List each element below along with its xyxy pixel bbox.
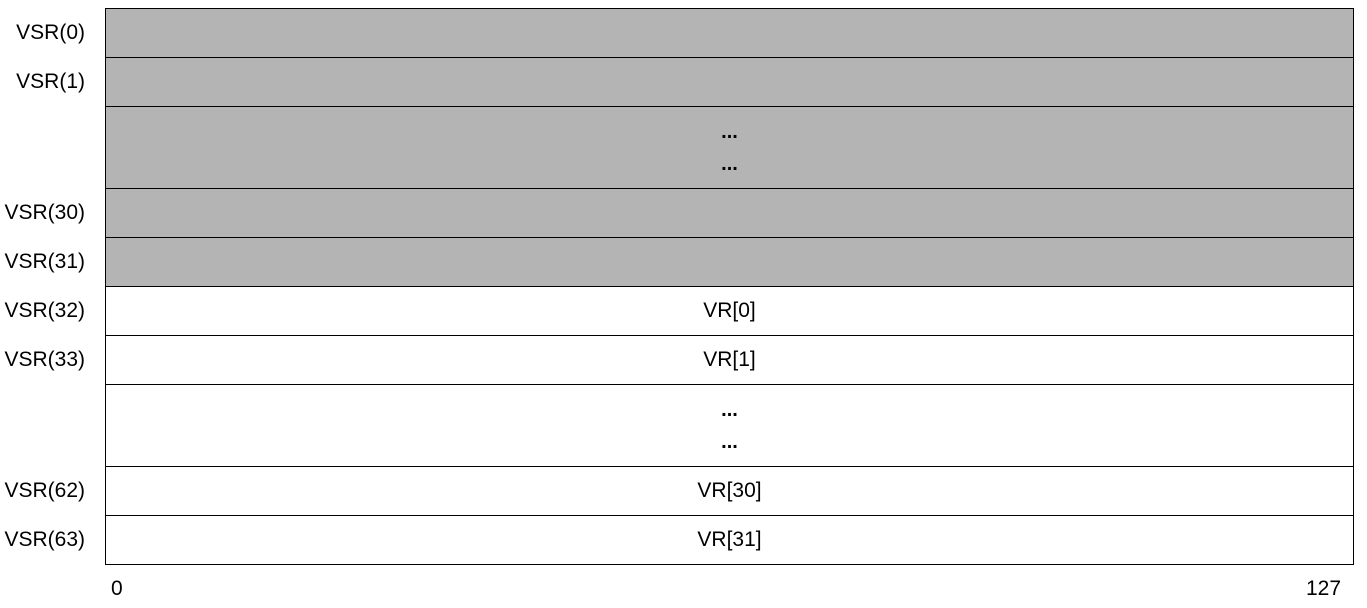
ellipsis-row: ...... [106,107,1353,189]
register-row: VSR(33) VR[1] [4,336,1353,385]
register-row: VSR(1) [16,58,1353,107]
bit-start-label: 0 [111,577,123,600]
row-label: VSR(33) [4,348,85,371]
register-row: VSR(62) VR[30] [4,467,1353,516]
ellipsis: ... [721,120,738,143]
row-label: VSR(31) [4,250,85,273]
row-label: VSR(62) [4,479,85,502]
register-row: VSR(31) [4,238,1353,287]
register-row: VSR(32) VR[0] [4,287,1353,336]
row-label: VSR(1) [16,70,85,93]
register-row: VSR(63) VR[31] [4,516,1353,565]
row-label: VSR(32) [4,299,85,322]
ellipsis: ... [721,398,738,421]
row-label: VSR(63) [4,528,85,551]
register-name: VR[0] [703,299,756,322]
bit-end-label: 127 [1306,577,1342,600]
register-row: VSR(0) [16,9,1353,58]
register-name: VR[30] [697,479,762,502]
register-file-diagram: VSR(0) VSR(1) ...... VSR(30) VSR(31) VSR… [4,8,1354,565]
ellipsis: ... [721,152,738,175]
ellipsis-row: ...... [106,385,1353,467]
register-name: VR[31] [697,528,762,551]
row-label: VSR(0) [16,21,85,44]
row-label: VSR(30) [4,201,85,224]
register-row: VSR(30) [4,189,1353,238]
ellipsis: ... [721,430,738,453]
register-name: VR[1] [703,348,756,371]
